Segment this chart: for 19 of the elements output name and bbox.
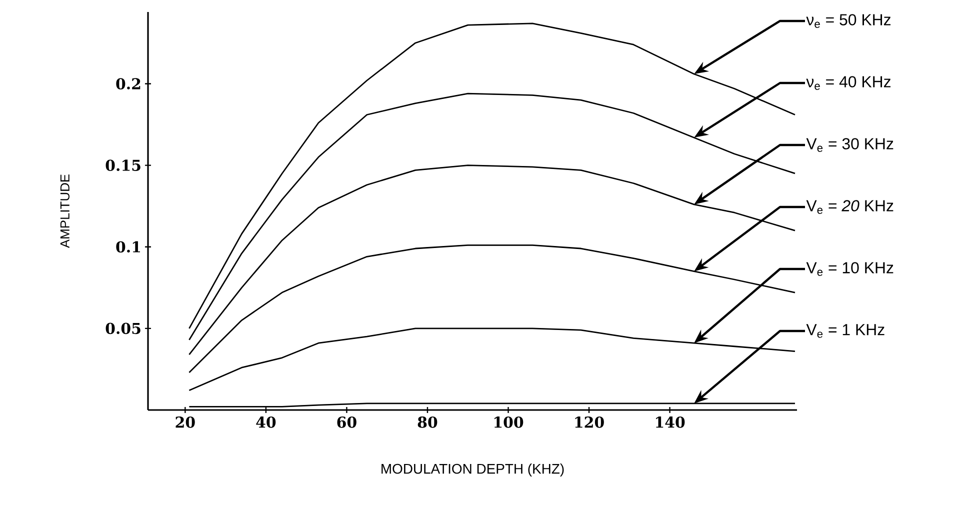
y-tick-label: 0.2 xyxy=(116,78,140,90)
x-axis-title: MODULATION DEPTH (KHZ) xyxy=(382,464,564,477)
x-tick-label: 140 xyxy=(656,416,685,428)
y-axis-title: AMPLITUDE xyxy=(60,174,70,248)
text: V$_{e}$ = 30 KHz xyxy=(806,138,894,152)
x-tick-label: 120 xyxy=(575,416,604,428)
text: V$_{e}$ = 20 KHz xyxy=(806,200,894,214)
x-tick-label: 40 xyxy=(256,416,276,428)
text: ν$_{e}$ = 50 KHz xyxy=(806,14,890,28)
x-tick-label: 100 xyxy=(494,416,524,428)
x-tick-label: 80 xyxy=(418,416,438,428)
y-tick-label: 0.05 xyxy=(106,322,140,334)
text: V$_{e}$ = 10 KHz xyxy=(806,262,894,276)
x-tick-label: 60 xyxy=(337,416,356,428)
text: V$_{e}$ = 1 KHz xyxy=(806,324,884,338)
y-tick-label: 0.15 xyxy=(106,160,140,171)
y-tick-label: 0.1 xyxy=(116,241,140,253)
text: ν$_{e}$ = 40 KHz xyxy=(806,76,890,90)
x-tick-label: 20 xyxy=(176,416,195,428)
